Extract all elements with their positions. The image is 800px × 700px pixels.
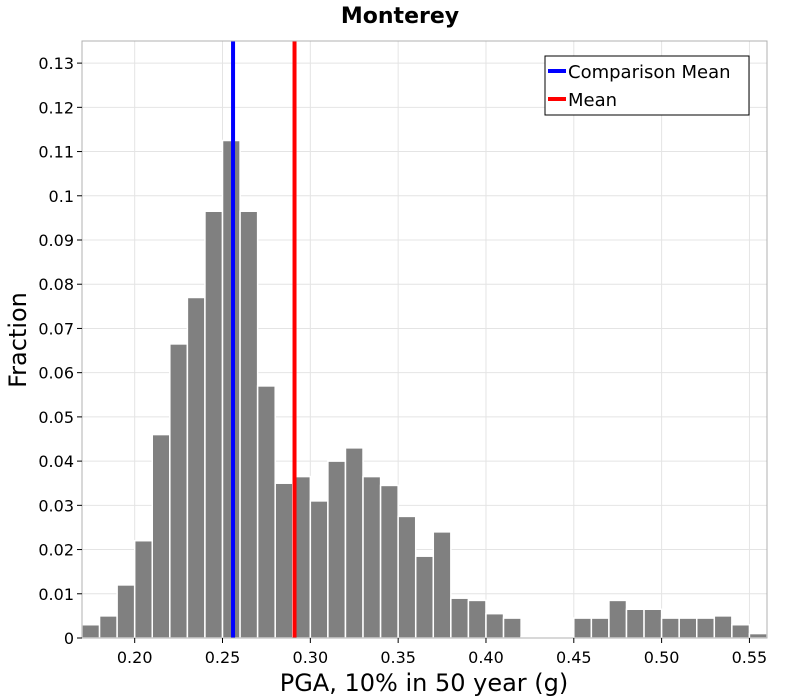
histogram-bar	[660, 617, 680, 639]
y-tick-label: 0.12	[38, 98, 74, 117]
histogram-bar	[274, 482, 294, 639]
x-tick-label: 0.20	[117, 648, 153, 667]
y-tick-label: 0.01	[38, 585, 74, 604]
legend-label: Comparison Mean	[568, 62, 731, 83]
histogram-bar	[344, 447, 364, 639]
histogram-bar	[432, 531, 452, 639]
x-tick-label: 0.55	[732, 648, 768, 667]
histogram-bar	[362, 475, 382, 639]
histogram-bar	[625, 608, 645, 639]
histogram-bar	[590, 617, 610, 639]
histogram-bar	[643, 608, 663, 639]
histogram-bar	[116, 584, 136, 639]
histogram-bar	[204, 210, 224, 639]
y-tick-label: 0.02	[38, 541, 74, 560]
histogram-bar	[327, 460, 347, 639]
y-tick-label: 0.13	[38, 54, 74, 73]
chart-title: Monterey	[341, 4, 459, 29]
histogram-bar	[467, 599, 487, 639]
bars	[81, 139, 768, 639]
histogram-bar	[309, 500, 329, 639]
x-tick-label: 0.50	[644, 648, 680, 667]
x-tick-label: 0.45	[556, 648, 592, 667]
y-tick-label: 0.04	[38, 452, 74, 471]
legend-label: Mean	[568, 90, 617, 111]
legend: Comparison Mean Mean	[544, 55, 750, 116]
histogram-bar	[379, 484, 399, 639]
histogram-bar	[450, 597, 470, 639]
legend-box	[544, 55, 750, 116]
y-tick-label: 0.06	[38, 364, 74, 383]
plot-frame	[81, 40, 768, 639]
y-tick-label: 0	[64, 629, 74, 648]
y-tick-label: 0.07	[38, 319, 74, 338]
histogram-bar	[239, 210, 259, 639]
histogram-bar	[81, 623, 101, 639]
histogram-bar	[414, 555, 435, 639]
histogram-bar	[133, 539, 154, 639]
x-tick-label: 0.30	[293, 648, 329, 667]
x-tick-label: 0.40	[468, 648, 504, 667]
x-tick-label: 0.35	[380, 648, 416, 667]
x-tick-label: 0.25	[205, 648, 241, 667]
histogram-bar	[731, 623, 751, 639]
histogram-bar	[256, 385, 276, 639]
x-axis-label: PGA, 10% in 50 year (g)	[280, 669, 569, 697]
histogram-bar	[748, 632, 768, 639]
histogram-bar	[397, 515, 417, 639]
y-tick-label: 0.1	[49, 187, 74, 206]
y-tick-label: 0.05	[38, 408, 74, 427]
histogram-bar	[573, 617, 593, 639]
histogram-bar	[186, 296, 206, 639]
y-axis-label: Fraction	[4, 292, 32, 388]
y-tick-label: 0.03	[38, 496, 74, 515]
histogram-bar	[485, 612, 505, 639]
x-axis-ticks: 0.20 0.25 0.30 0.35 0.40 0.45 0.50 0.55	[117, 638, 767, 667]
histogram-bar	[502, 617, 522, 639]
histogram-bar	[678, 617, 698, 639]
histogram-bar	[169, 343, 189, 639]
histogram-bar	[713, 615, 733, 639]
histogram-bar	[98, 615, 118, 639]
mean-lines	[231, 41, 297, 638]
histogram-bar	[151, 433, 171, 639]
y-tick-label: 0.08	[38, 275, 74, 294]
y-axis-ticks: 0 0.01 0.02 0.03 0.04 0.05 0.06 0.07 0.08 0.09 0.1…	[38, 54, 82, 648]
y-tick-label: 0.11	[38, 143, 74, 162]
histogram-bar	[695, 617, 716, 639]
histogram-bar	[608, 599, 628, 639]
y-tick-label: 0.09	[38, 231, 74, 250]
